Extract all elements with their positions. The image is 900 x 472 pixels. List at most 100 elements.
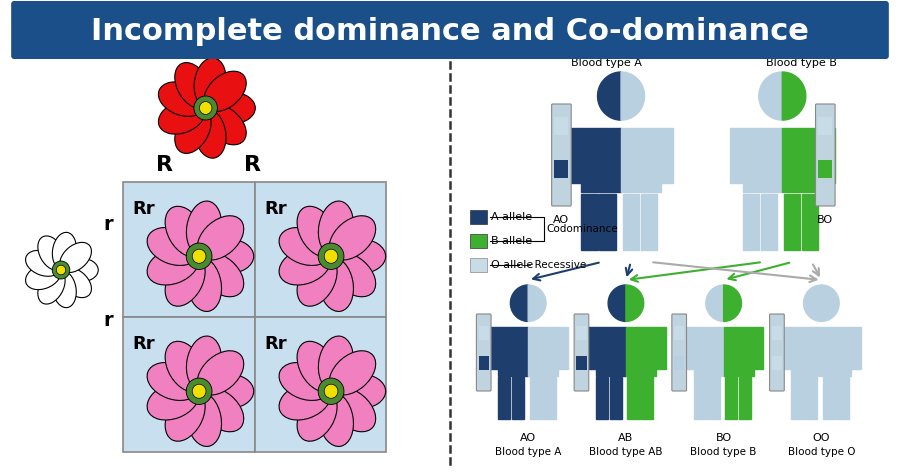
Text: AO: AO — [520, 433, 536, 443]
Polygon shape — [694, 378, 706, 420]
Polygon shape — [706, 285, 724, 321]
Polygon shape — [724, 285, 742, 321]
FancyBboxPatch shape — [672, 314, 687, 391]
Text: AO: AO — [554, 215, 570, 225]
Circle shape — [193, 249, 206, 263]
Ellipse shape — [186, 336, 221, 390]
FancyBboxPatch shape — [554, 117, 569, 135]
Polygon shape — [851, 327, 861, 369]
Polygon shape — [730, 127, 742, 183]
Polygon shape — [529, 378, 542, 420]
Ellipse shape — [332, 239, 386, 274]
Ellipse shape — [165, 206, 205, 257]
Ellipse shape — [38, 270, 65, 304]
Polygon shape — [569, 127, 581, 183]
Ellipse shape — [297, 206, 338, 257]
FancyBboxPatch shape — [574, 314, 589, 391]
Polygon shape — [656, 327, 666, 369]
Polygon shape — [707, 378, 720, 420]
Text: Incomplete dominance and Co-dominance: Incomplete dominance and Co-dominance — [91, 17, 809, 47]
Ellipse shape — [204, 71, 247, 111]
Polygon shape — [742, 127, 782, 192]
Polygon shape — [782, 72, 806, 120]
Circle shape — [193, 384, 206, 398]
FancyBboxPatch shape — [552, 104, 572, 206]
FancyBboxPatch shape — [479, 356, 489, 370]
Polygon shape — [822, 327, 851, 376]
FancyBboxPatch shape — [554, 160, 569, 178]
Polygon shape — [684, 327, 694, 369]
Ellipse shape — [147, 228, 199, 265]
Polygon shape — [782, 127, 822, 192]
Circle shape — [57, 265, 66, 275]
Circle shape — [324, 384, 338, 398]
Ellipse shape — [59, 268, 92, 298]
Text: B allele: B allele — [491, 236, 532, 246]
Text: BO: BO — [716, 433, 732, 443]
FancyBboxPatch shape — [122, 317, 255, 452]
Polygon shape — [586, 327, 596, 369]
Polygon shape — [528, 285, 546, 321]
Ellipse shape — [158, 82, 205, 117]
Ellipse shape — [62, 258, 98, 282]
Ellipse shape — [279, 362, 330, 400]
Polygon shape — [621, 72, 644, 120]
FancyBboxPatch shape — [255, 317, 386, 452]
Polygon shape — [804, 285, 822, 321]
Text: Blood type AB: Blood type AB — [590, 447, 662, 457]
FancyBboxPatch shape — [576, 356, 587, 370]
Ellipse shape — [297, 391, 338, 441]
Ellipse shape — [201, 374, 254, 409]
Text: OO: OO — [813, 433, 830, 443]
FancyBboxPatch shape — [674, 326, 684, 340]
Polygon shape — [760, 194, 777, 250]
Ellipse shape — [197, 388, 244, 432]
Text: R: R — [156, 155, 173, 175]
Polygon shape — [609, 378, 622, 420]
Polygon shape — [742, 194, 759, 250]
Text: AB: AB — [618, 433, 634, 443]
Ellipse shape — [197, 351, 244, 395]
Circle shape — [319, 243, 344, 270]
Ellipse shape — [165, 256, 205, 306]
FancyBboxPatch shape — [470, 234, 487, 248]
Ellipse shape — [186, 257, 221, 312]
Circle shape — [319, 378, 344, 405]
Ellipse shape — [329, 253, 375, 297]
Text: O allele: O allele — [491, 260, 534, 270]
FancyBboxPatch shape — [772, 356, 782, 370]
FancyBboxPatch shape — [476, 314, 491, 391]
Ellipse shape — [25, 250, 60, 276]
Polygon shape — [596, 327, 626, 376]
Ellipse shape — [147, 247, 199, 285]
Polygon shape — [725, 378, 737, 420]
Text: Codominance: Codominance — [547, 224, 618, 234]
Circle shape — [186, 378, 212, 405]
Polygon shape — [581, 194, 598, 250]
Ellipse shape — [297, 256, 338, 306]
Circle shape — [324, 249, 338, 263]
Polygon shape — [544, 378, 555, 420]
FancyBboxPatch shape — [818, 117, 832, 135]
Polygon shape — [626, 285, 644, 321]
Text: BO: BO — [817, 215, 833, 225]
Polygon shape — [512, 378, 524, 420]
Circle shape — [186, 243, 212, 270]
Polygon shape — [558, 327, 568, 369]
Polygon shape — [739, 378, 751, 420]
Polygon shape — [805, 378, 817, 420]
Ellipse shape — [201, 239, 254, 274]
Ellipse shape — [165, 341, 205, 392]
Ellipse shape — [175, 108, 211, 153]
Ellipse shape — [279, 382, 330, 420]
Ellipse shape — [186, 392, 221, 447]
Ellipse shape — [279, 228, 330, 265]
Polygon shape — [759, 72, 782, 120]
Polygon shape — [661, 127, 673, 183]
Ellipse shape — [204, 105, 247, 145]
FancyBboxPatch shape — [576, 326, 587, 340]
Ellipse shape — [52, 271, 76, 308]
Polygon shape — [791, 378, 804, 420]
FancyBboxPatch shape — [470, 258, 487, 272]
Ellipse shape — [147, 382, 199, 420]
